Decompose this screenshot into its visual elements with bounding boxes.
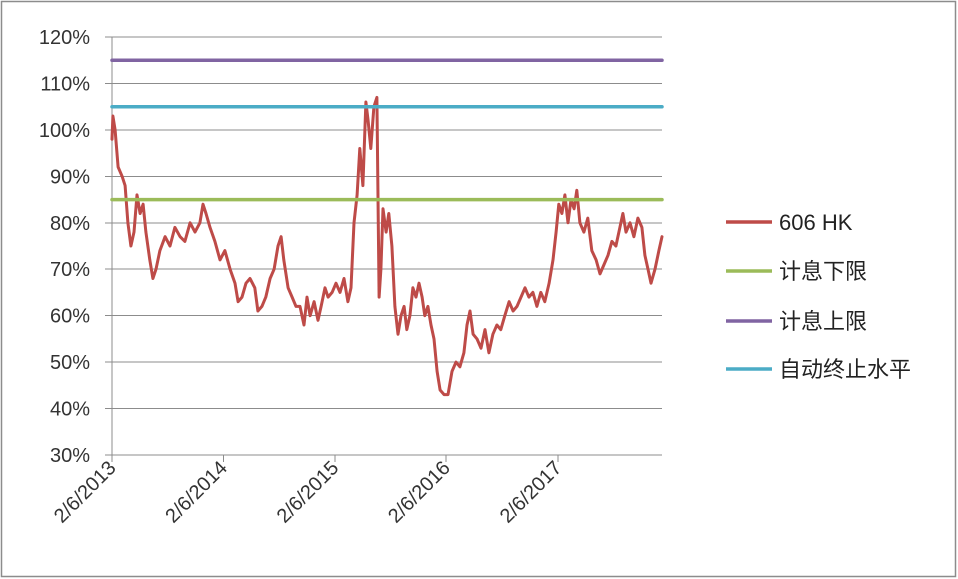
y-tick-label: 30% [50,445,90,467]
y-tick-label: 40% [50,399,90,421]
legend-label-interest-lower-limit: 计息下限 [779,259,867,284]
y-axis-tick-labels: 30% 40% 50% 60% 70% 80% 90% 100% 110% 120% [39,27,90,467]
legend-item-interest-lower-limit: 计息下限 [726,259,867,284]
legend-label-interest-upper-limit: 计息上限 [779,309,867,334]
x-axis-ticks [111,455,559,462]
legend-item-606-hk: 606 HK [726,210,853,235]
legend-label-606-hk: 606 HK [779,210,853,235]
y-tick-label: 110% [40,73,90,95]
series-line-606-hk [110,95,664,397]
y-tick-label: 90% [50,166,90,188]
y-tick-label: 70% [50,259,90,281]
legend-label-autocall-level: 自动终止水平 [779,357,911,382]
y-tick-label: 50% [50,352,90,374]
y-tick-label: 100% [39,120,90,142]
series-lines [110,58,664,397]
y-tick-label: 80% [50,213,90,235]
legend-item-autocall-level: 自动终止水平 [726,357,911,382]
y-tick-label: 60% [50,306,90,328]
y-tick-label: 120% [39,27,90,49]
legend-item-interest-upper-limit: 计息上限 [726,309,867,334]
legend: 606 HK 计息下限 计息上限 自动终止水平 [726,210,911,382]
